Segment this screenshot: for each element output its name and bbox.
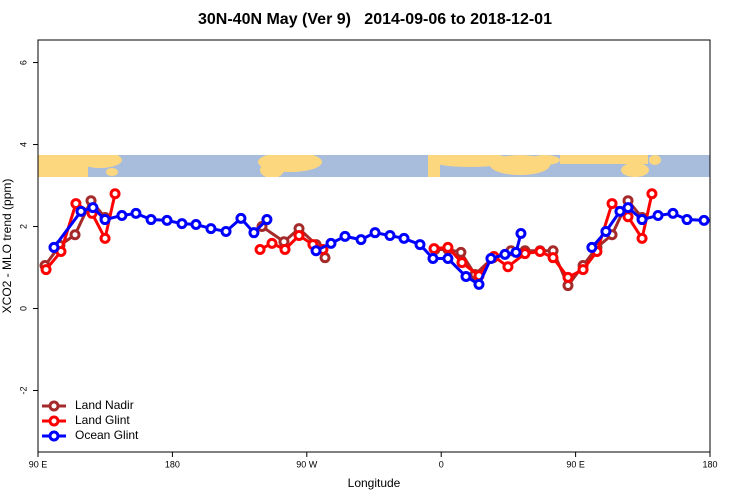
- data-point: [442, 241, 454, 253]
- data-point: [586, 241, 598, 253]
- y-axis-label: XCO2 - MLO trend (ppm): [0, 179, 14, 314]
- data-point: [130, 207, 142, 219]
- data-point: [636, 214, 648, 226]
- data-point: [622, 211, 634, 223]
- data-point: [279, 243, 291, 255]
- x-axis-label: Longitude: [348, 476, 401, 490]
- data-point: [205, 223, 217, 235]
- data-point: [99, 232, 111, 244]
- data-point: [161, 214, 173, 226]
- y-tick-label: 0: [18, 306, 28, 311]
- data-point: [460, 271, 472, 283]
- data-point: [339, 230, 351, 242]
- data-point: [254, 243, 266, 255]
- data-point: [266, 237, 278, 249]
- data-point: [325, 237, 337, 249]
- legend-label: Land Glint: [75, 413, 130, 427]
- data-point: [248, 227, 260, 239]
- data-point: [510, 246, 522, 258]
- x-tick-label: 180: [702, 459, 717, 469]
- legend-label: Land Nadir: [75, 398, 134, 412]
- data-point: [652, 209, 664, 221]
- data-point: [75, 205, 87, 217]
- data-point: [310, 245, 322, 257]
- data-point: [455, 246, 467, 258]
- data-point: [384, 230, 396, 242]
- data-point: [600, 225, 612, 237]
- legend-marker: [48, 430, 60, 442]
- data-point: [577, 264, 589, 276]
- data-point: [261, 214, 273, 226]
- y-tick-label: 6: [18, 60, 28, 65]
- data-point: [40, 264, 52, 276]
- data-point: [355, 234, 367, 246]
- x-tick-label: 180: [165, 459, 180, 469]
- data-point: [69, 229, 81, 241]
- x-tick-label: 90 E: [566, 459, 585, 469]
- data-point: [293, 230, 305, 242]
- data-point: [398, 232, 410, 244]
- data-point: [414, 239, 426, 251]
- legend-marker: [48, 415, 60, 427]
- legend-marker: [48, 400, 60, 412]
- x-tick-label: 0: [439, 459, 444, 469]
- data-point: [667, 207, 679, 219]
- data-point: [534, 246, 546, 258]
- data-point: [109, 188, 121, 200]
- data-point: [70, 198, 82, 210]
- data-point: [176, 218, 188, 230]
- data-point: [369, 227, 381, 239]
- data-point: [698, 214, 710, 226]
- data-point: [235, 212, 247, 224]
- data-point: [547, 252, 559, 264]
- data-point: [646, 188, 658, 200]
- x-tick-label: 90 E: [29, 459, 48, 469]
- data-point: [473, 278, 485, 290]
- data-point: [428, 243, 440, 255]
- y-tick-label: 4: [18, 142, 28, 147]
- data-point: [145, 214, 157, 226]
- data-point: [190, 218, 202, 230]
- chart-title: 30N-40N May (Ver 9) 2014-09-06 to 2018-1…: [198, 11, 552, 28]
- plot-frame: [37, 39, 711, 453]
- map-strip: [38, 155, 710, 177]
- data-point: [515, 227, 527, 239]
- data-point: [116, 209, 128, 221]
- data-point: [606, 198, 618, 210]
- data-point: [220, 225, 232, 237]
- data-point: [485, 253, 497, 265]
- data-point: [519, 248, 531, 260]
- data-point: [502, 261, 514, 273]
- data-point: [622, 202, 634, 214]
- y-tick-label: -2: [18, 386, 28, 394]
- data-point: [562, 271, 574, 283]
- data-point: [681, 214, 693, 226]
- data-point: [442, 253, 454, 265]
- data-point: [456, 257, 468, 269]
- data-point: [636, 232, 648, 244]
- data-point: [499, 248, 511, 260]
- data-point: [427, 253, 439, 265]
- y-tick-label: 2: [18, 224, 28, 229]
- x-tick-label: 90 W: [296, 459, 318, 469]
- data-point: [48, 241, 60, 253]
- data-point: [99, 214, 111, 226]
- data-point: [87, 202, 99, 214]
- legend-label: Ocean Glint: [75, 428, 139, 442]
